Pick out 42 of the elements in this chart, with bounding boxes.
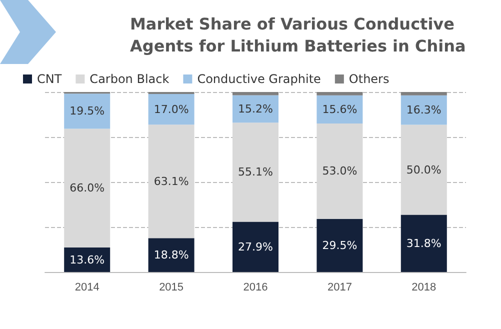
bar (232, 222, 278, 272)
legend-label: Carbon Black (90, 72, 170, 86)
bar (148, 124, 194, 238)
data-label: 19.5% (70, 104, 105, 118)
bar (64, 94, 110, 129)
data-label: 31.8% (406, 236, 442, 250)
bar (232, 122, 278, 222)
bar (316, 95, 363, 124)
bar (400, 214, 447, 272)
bar (232, 92, 278, 96)
bar (400, 124, 447, 215)
data-label: 29.5% (322, 238, 358, 252)
chart-title: Market Share of Various Conductive Agents for Lithium Batteries in China (130, 14, 466, 56)
data-label: 27.9% (238, 240, 273, 254)
data-label: 63.1% (154, 174, 189, 188)
bar (316, 218, 363, 272)
legend-label: Others (348, 72, 390, 86)
bar (400, 92, 447, 96)
x-tick-label: 2017 (327, 282, 352, 294)
bar (148, 94, 194, 125)
bar (232, 95, 278, 123)
bar (64, 128, 110, 248)
data-label: 13.6% (70, 253, 105, 266)
data-label: 53.0% (322, 164, 358, 178)
legend-label: CNT (37, 72, 62, 86)
data-label: 17.0% (154, 102, 189, 116)
bar (400, 95, 447, 125)
bar (316, 124, 363, 219)
data-label: 15.6% (322, 102, 358, 116)
data-label: 55.1% (238, 166, 273, 179)
x-tick-label: 2015 (159, 282, 184, 294)
data-label: 16.3% (406, 104, 442, 117)
x-tick-label: 2018 (412, 282, 436, 294)
bar (316, 92, 363, 96)
data-label: 15.2% (238, 102, 273, 116)
data-label: 50.0% (406, 163, 442, 176)
data-label: 18.8% (154, 248, 189, 262)
legend-label: Conductive Graphite (197, 72, 321, 86)
x-tick-label: 2016 (243, 282, 268, 294)
bar (148, 238, 194, 272)
data-label: 66.0% (70, 182, 105, 195)
x-tick-label: 2014 (74, 282, 100, 294)
